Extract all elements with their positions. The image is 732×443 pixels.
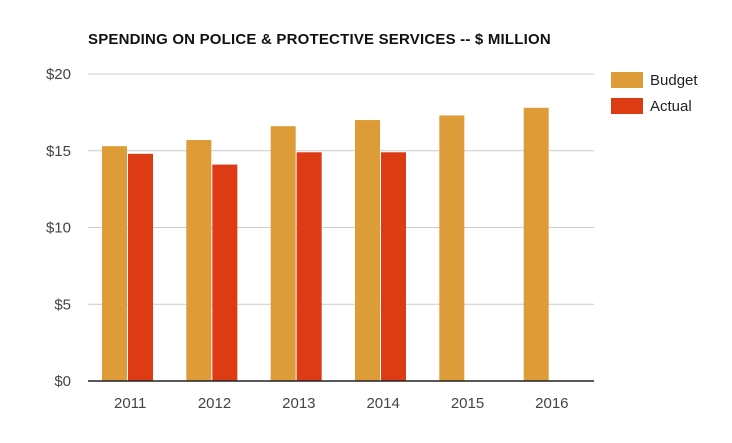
bar-budget-2012 [186,140,212,381]
chart-title: SPENDING ON POLICE & PROTECTIVE SERVICES… [88,31,551,48]
x-tick-label: 2014 [366,395,399,412]
legend-swatch-budget [611,72,643,88]
bar-actual-2013 [296,152,322,381]
bar-actual-2014 [381,152,406,381]
bar-budget-2014 [355,120,380,382]
bar-budget-2013 [270,126,296,381]
x-tick-label: 2016 [535,395,568,412]
y-tick-label: $15 [46,143,71,160]
x-tick-label: 2011 [114,395,146,412]
bar-actual-2012 [212,164,238,381]
legend-label-budget: Budget [650,72,698,89]
x-tick-label: 2012 [198,395,231,412]
legend-label-actual: Actual [650,98,692,115]
bar-budget-2011 [102,146,127,381]
y-tick-label: $10 [46,220,71,237]
y-tick-label: $20 [46,66,71,83]
x-tick-label: 2013 [282,395,315,412]
bar-budget-2016 [523,107,549,382]
bar-actual-2011 [128,153,153,381]
y-tick-label: $0 [54,373,71,390]
bar-budget-2015 [439,115,465,381]
y-tick-label: $5 [54,296,71,313]
legend-swatch-actual [611,98,643,114]
x-tick-label: 2015 [451,395,484,412]
